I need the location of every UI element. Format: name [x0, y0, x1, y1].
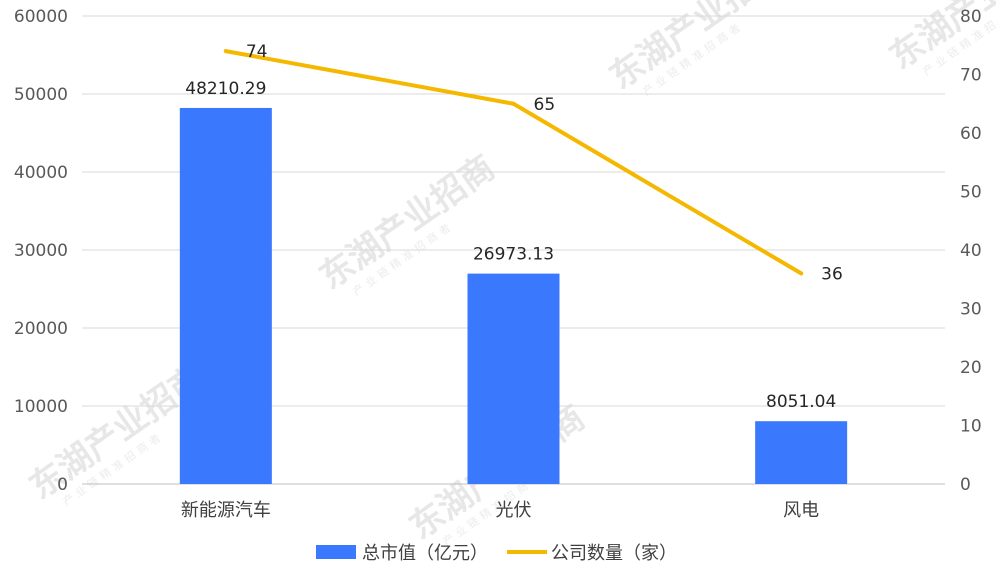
bar-data-label: 26973.13: [473, 245, 554, 265]
line-point: [511, 101, 516, 106]
right-tick-label: 40: [960, 241, 982, 261]
right-tick-label: 0: [960, 475, 971, 495]
right-tick-label: 10: [960, 417, 982, 437]
category-label: 光伏: [496, 500, 532, 521]
category-labels: 新能源汽车 光伏 风电: [181, 500, 819, 521]
left-tick-label: 10000: [14, 397, 68, 417]
left-tick-label: 60000: [14, 7, 68, 27]
category-label: 新能源汽车: [181, 500, 271, 521]
left-tick-label: 40000: [14, 163, 68, 183]
left-tick-label: 50000: [14, 85, 68, 105]
bar-series: 48210.29 26973.13 8051.04: [179, 79, 848, 484]
line-path: [223, 49, 804, 276]
left-axis-ticks: 0 10000 20000 30000 40000 50000 60000: [14, 7, 68, 495]
right-tick-label: 80: [960, 7, 982, 27]
bar: [179, 107, 272, 484]
legend-line-label: 公司数量（家）: [551, 543, 677, 564]
line-series: 74 65 36: [223, 42, 843, 284]
right-tick-label: 70: [960, 66, 982, 86]
legend-bar-label: 总市值（亿元）: [362, 543, 488, 564]
line-data-label: 74: [246, 42, 268, 62]
right-tick-label: 30: [960, 300, 982, 320]
right-tick-label: 60: [960, 124, 982, 144]
line-data-label: 65: [534, 95, 556, 115]
left-tick-label: 20000: [14, 319, 68, 339]
right-axis-ticks: 0 10 20 30 40 50 60 70 80: [960, 7, 982, 495]
line-point: [223, 49, 228, 54]
bar-data-label: 48210.29: [185, 79, 266, 99]
category-label: 风电: [783, 500, 819, 521]
line-point: [799, 271, 804, 276]
bar-data-label: 8051.04: [766, 392, 836, 412]
left-tick-label: 30000: [14, 241, 68, 261]
bar: [755, 421, 848, 484]
right-tick-label: 20: [960, 358, 982, 378]
legend-bar-swatch: [316, 545, 356, 559]
legend: 总市值（亿元） 公司数量（家）: [316, 543, 677, 564]
right-tick-label: 50: [960, 183, 982, 203]
left-tick-label: 0: [57, 475, 68, 495]
line-data-label: 36: [821, 264, 843, 284]
bar: [467, 273, 560, 484]
